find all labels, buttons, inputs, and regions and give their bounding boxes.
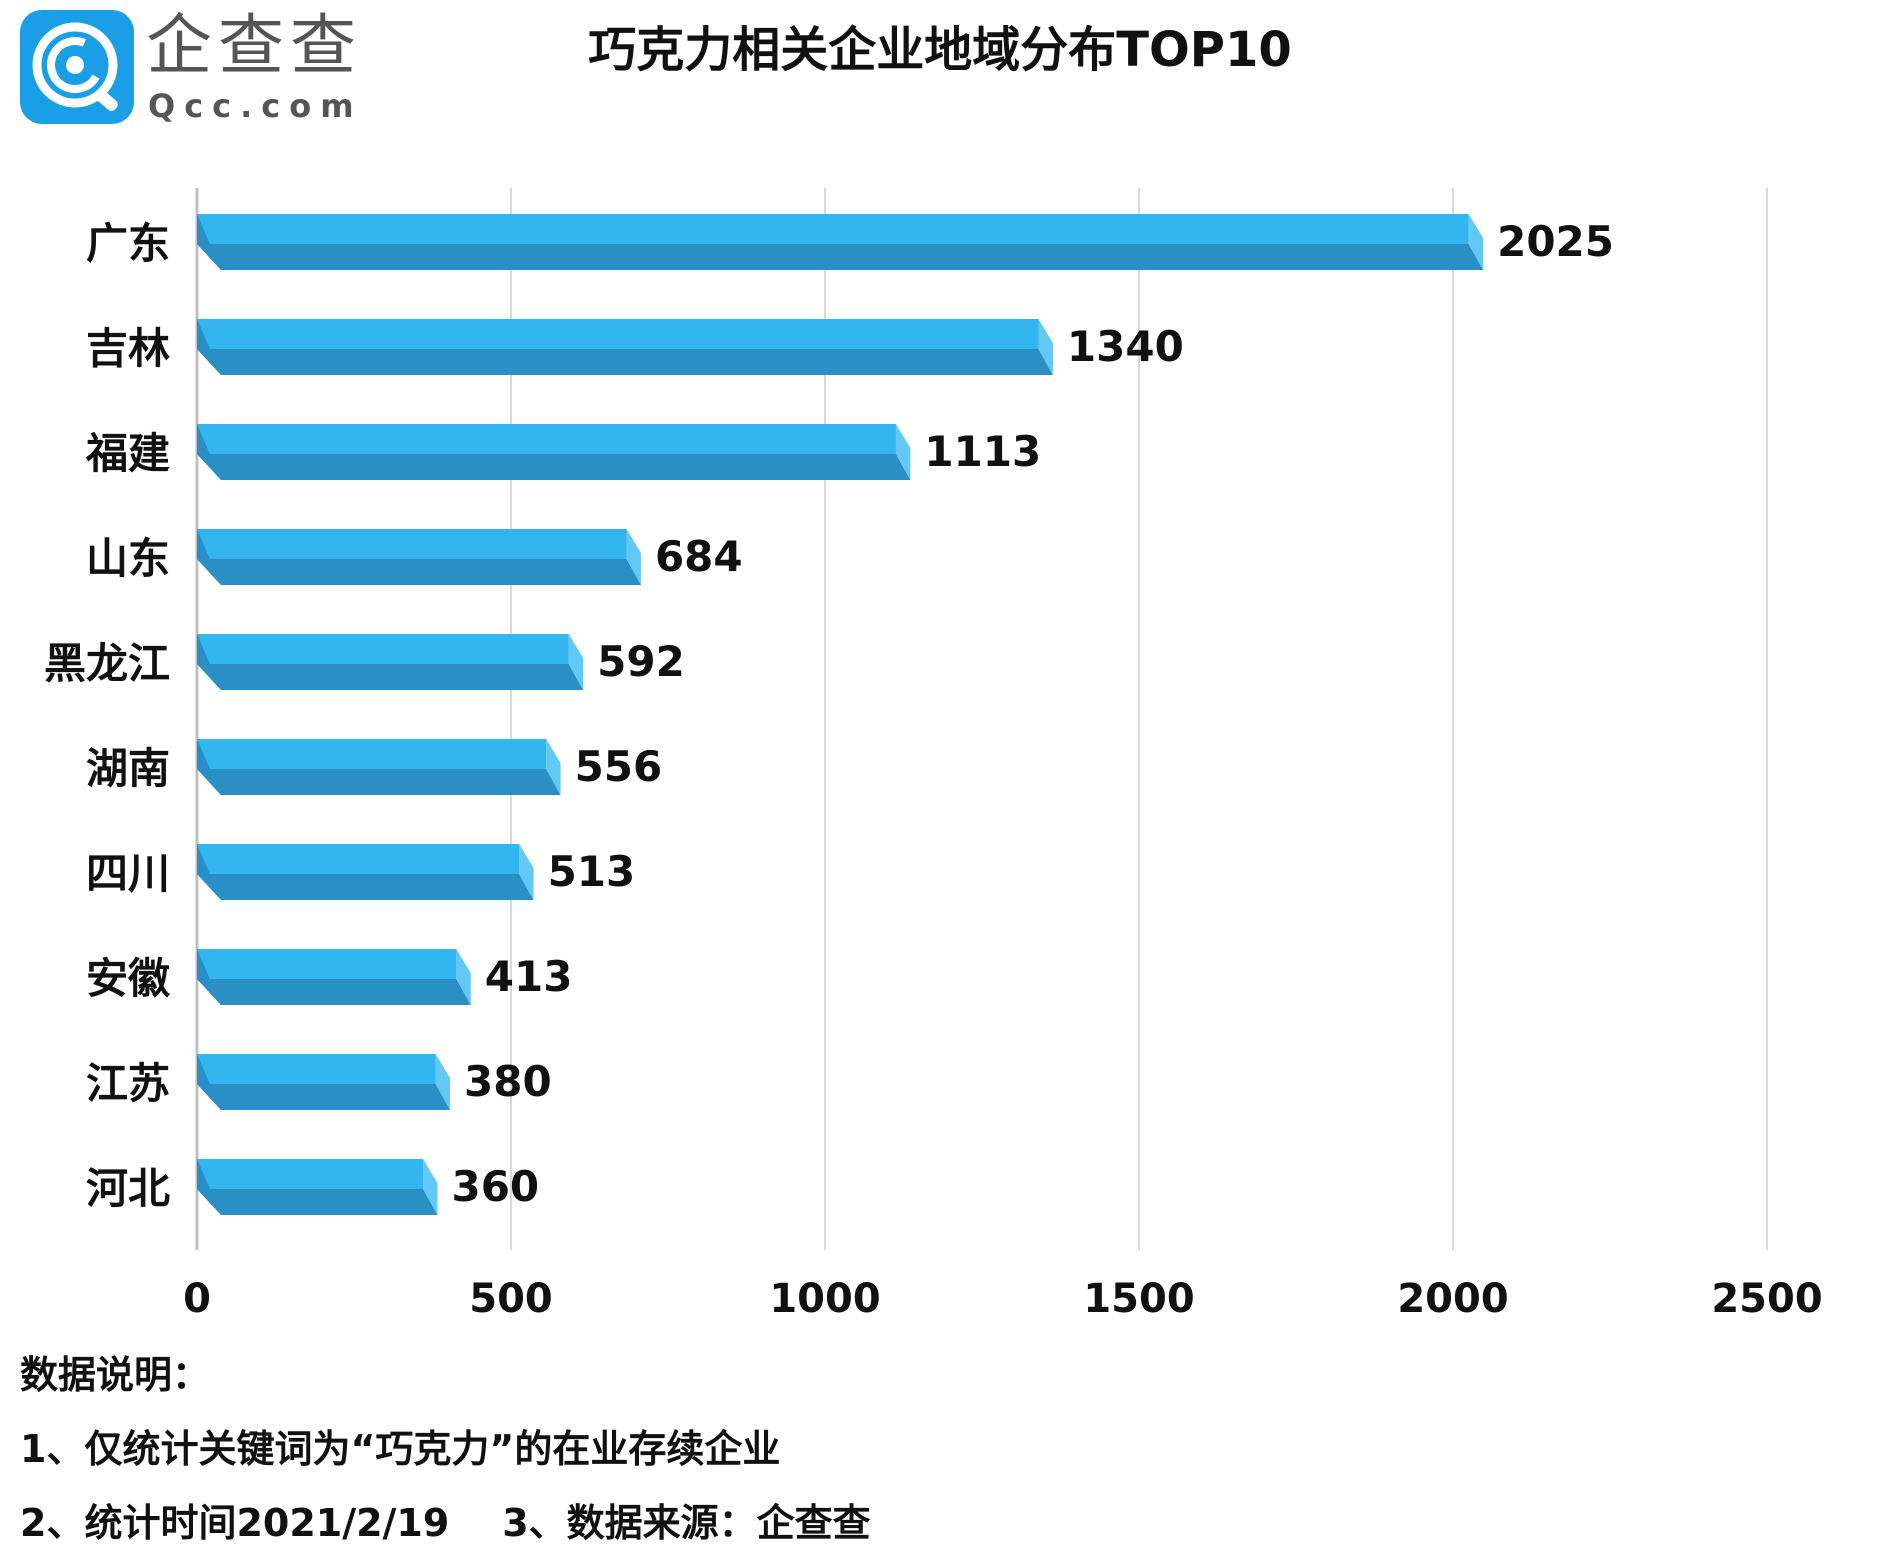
value-label: 413 (485, 952, 573, 1001)
chart-title: 巧克力相关企业地域分布TOP10 (588, 22, 1292, 78)
bar (197, 844, 534, 900)
bar-left-bevel (197, 949, 221, 1005)
bar-top-face (197, 634, 569, 664)
value-label: 592 (597, 637, 685, 686)
bar (197, 1054, 451, 1110)
notes-line-2: 2、统计时间2021/2/19 3、数据来源：企查查 (20, 1501, 871, 1545)
category-label: 江苏 (86, 1059, 170, 1108)
value-label: 380 (464, 1057, 552, 1106)
category-label: 安徽 (86, 954, 171, 1003)
bar (197, 949, 471, 1005)
bar-end-cap (519, 844, 534, 900)
category-label: 广东 (86, 219, 170, 268)
bar-end-cap (435, 1054, 451, 1110)
bar-end-cap (1468, 214, 1484, 270)
bar-front-face (197, 559, 641, 585)
value-label: 360 (451, 1162, 539, 1211)
bar-top-face (197, 844, 520, 874)
bar (197, 739, 561, 795)
x-tick-label: 1500 (1083, 1276, 1194, 1322)
value-label: 513 (548, 847, 636, 896)
category-label: 四川 (86, 849, 170, 898)
bar-top-face (197, 1054, 436, 1084)
bar (197, 1159, 438, 1215)
value-label: 684 (655, 532, 743, 581)
bar-top-face (197, 949, 457, 979)
bar-end-cap (546, 739, 561, 795)
bar-left-bevel (197, 529, 221, 585)
bar (197, 319, 1053, 375)
bar (197, 214, 1484, 270)
bar-front-face (197, 349, 1053, 375)
bar-left-bevel (197, 424, 221, 480)
bar-end-cap (456, 949, 471, 1005)
bar-top-face (197, 739, 547, 769)
bar-left-bevel (197, 844, 221, 900)
x-tick-label: 2500 (1711, 1276, 1822, 1322)
bar-left-bevel (197, 319, 221, 375)
bar-front-face (197, 979, 471, 1005)
bar-end-cap (1038, 319, 1053, 375)
bar-top-face (197, 1159, 424, 1189)
bar-left-bevel (197, 214, 221, 270)
bar (197, 424, 911, 480)
bar-front-face (197, 454, 911, 480)
data-notes: 数据说明： 1、仅统计关键词为“巧克力”的在业存续企业 2、统计时间2021/2… (20, 1338, 871, 1560)
bar (197, 634, 584, 690)
bar-front-face (197, 769, 561, 795)
bar-left-bevel (197, 1159, 221, 1215)
brand-name: 企查查 (146, 7, 362, 84)
bar-end-cap (626, 529, 641, 585)
bar-top-face (197, 214, 1469, 244)
value-label: 2025 (1497, 217, 1614, 266)
bar-front-face (197, 244, 1484, 270)
notes-line-1: 1、仅统计关键词为“巧克力”的在业存续企业 (20, 1427, 781, 1471)
bar-end-cap (423, 1159, 438, 1215)
x-tick-label: 1000 (769, 1276, 880, 1322)
value-label: 1113 (924, 427, 1041, 476)
qcc-logo-icon (20, 10, 134, 124)
bar-front-face (197, 1084, 451, 1110)
bar (197, 529, 641, 585)
bar-end-cap (568, 634, 584, 690)
bar-end-cap (895, 424, 911, 480)
notes-heading: 数据说明： (20, 1353, 211, 1397)
category-label: 河北 (86, 1164, 170, 1213)
category-label: 福建 (85, 429, 170, 478)
bar-front-face (197, 1189, 438, 1215)
category-label: 吉林 (86, 324, 170, 373)
bar-left-bevel (197, 634, 221, 690)
bar-top-face (197, 319, 1039, 349)
category-label: 湖南 (86, 744, 170, 793)
brand-domain: Qcc.com (148, 87, 363, 125)
bar-top-face (197, 529, 627, 559)
value-label: 1340 (1067, 322, 1184, 371)
bar-front-face (197, 874, 534, 900)
x-tick-label: 2000 (1397, 1276, 1508, 1322)
bar-chart: 0 500 1000 1500 2000 2500 广东 2025 吉林 1340 福建 1113 山东… (44, 188, 1823, 1322)
category-label: 黑龙江 (44, 639, 170, 688)
bar-left-bevel (197, 1054, 221, 1110)
bar-front-face (197, 664, 584, 690)
value-label: 556 (575, 742, 663, 791)
bar-left-bevel (197, 739, 221, 795)
x-tick-label: 0 (183, 1276, 211, 1322)
bar-top-face (197, 424, 896, 454)
x-tick-label: 500 (469, 1276, 553, 1322)
category-label: 山东 (86, 534, 170, 583)
